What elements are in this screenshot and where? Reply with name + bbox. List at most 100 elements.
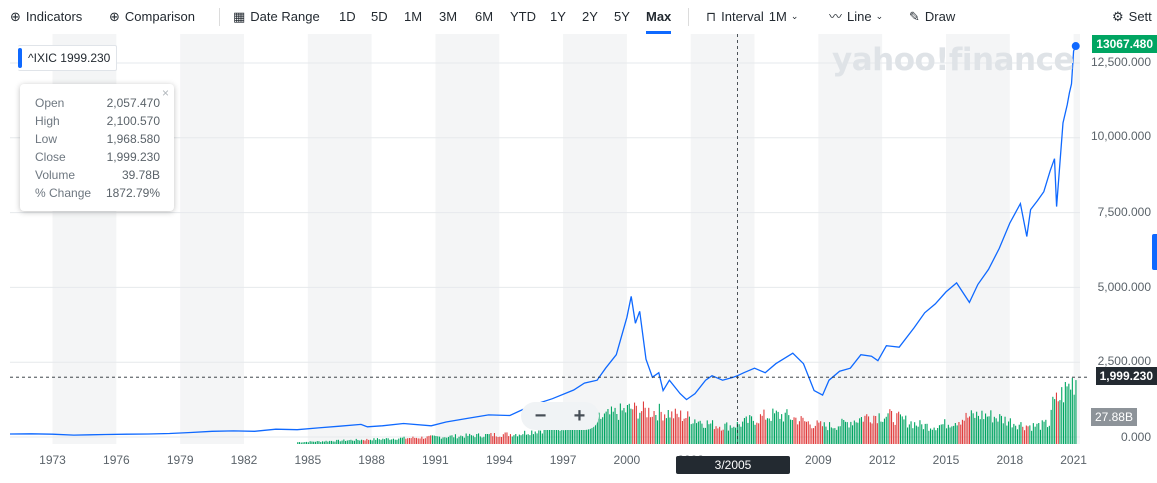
volume-bar [499, 436, 501, 444]
volume-bar [979, 419, 981, 444]
series-label[interactable]: ^IXIC 1999.230 [18, 45, 118, 71]
volume-bar [1047, 427, 1049, 444]
volume-bar [738, 424, 740, 444]
volume-bar [481, 437, 483, 444]
volume-bar [414, 437, 416, 444]
volume-bar [676, 413, 678, 444]
volume-bar [988, 416, 990, 444]
volume-bar [1008, 421, 1010, 444]
volume-bar [713, 429, 715, 444]
volume-bar [486, 434, 488, 444]
volume-bar [747, 422, 749, 444]
indicators-label: Indicators [25, 9, 83, 24]
volume-bar [359, 440, 361, 444]
volume-bar [1025, 425, 1027, 444]
volume-bar [756, 422, 758, 444]
volume-bar [440, 438, 442, 444]
volume-bar [852, 425, 854, 444]
zoom-out-button[interactable]: − [534, 404, 547, 427]
volume-bar [559, 430, 561, 444]
volume-bar [476, 434, 478, 444]
volume-bar [501, 437, 503, 444]
tooltip-label: % Change [35, 186, 92, 200]
range-6m[interactable]: 6M [475, 9, 494, 24]
range-2y[interactable]: 2Y [582, 9, 598, 24]
ohlc-tooltip: × Open 2,057.470 High 2,100.570 Low 1,968.5… [20, 84, 174, 211]
volume-bar [754, 424, 756, 444]
volume-bar [942, 424, 944, 444]
volume-bar [855, 422, 857, 444]
volume-bar [671, 411, 673, 444]
y-axis-label: 10,000.000 [1090, 129, 1151, 143]
volume-bar [357, 440, 359, 444]
range-1m[interactable]: 1M [404, 9, 423, 24]
volume-bar [766, 418, 768, 444]
zoom-in-button[interactable]: + [573, 404, 586, 427]
volume-bar [635, 405, 637, 444]
close-icon[interactable]: × [161, 86, 169, 100]
volume-bar [520, 435, 522, 444]
volume-bar [545, 429, 547, 444]
volume-bar [380, 439, 382, 444]
volume-bar [800, 416, 802, 444]
range-1y[interactable]: 1Y [550, 9, 566, 24]
volume-bar [316, 441, 318, 444]
volume-bar [1066, 386, 1068, 444]
volume-bar [720, 430, 722, 444]
volume-bar [400, 437, 402, 444]
chart-type-button[interactable]: 〰 Line ⌄ [829, 9, 883, 24]
volume-bar [907, 427, 909, 444]
volume-bar [933, 427, 935, 444]
settings-button[interactable]: ⚙ Sett [1112, 9, 1152, 24]
range-5y[interactable]: 5Y [614, 9, 630, 24]
volume-bar [974, 417, 976, 444]
volume-bar [712, 420, 714, 444]
tooltip-value: 2,057.470 [106, 96, 160, 110]
volume-bar [745, 416, 747, 444]
toolbar-divider [688, 8, 689, 26]
volume-bar [442, 437, 444, 444]
volume-bar [1032, 423, 1034, 444]
volume-bar [341, 440, 343, 444]
volume-bar [1022, 426, 1024, 444]
volume-bar [364, 440, 366, 444]
range-ytd[interactable]: YTD [510, 9, 536, 24]
draw-button[interactable]: ✎ Draw [909, 9, 955, 24]
volume-bar [777, 411, 779, 444]
volume-bar [992, 422, 994, 444]
interval-button[interactable]: ⊓ Interval 1M ⌄ [706, 9, 798, 24]
volume-bar [657, 420, 659, 444]
volume-bar [318, 441, 320, 444]
volume-bar [348, 440, 350, 444]
volume-bar [534, 431, 536, 444]
date-range-label: Date Range [250, 9, 320, 24]
volume-bar [453, 437, 455, 444]
volume-bar [605, 411, 607, 444]
date-range-button[interactable]: ▦ Date Range [233, 9, 320, 24]
range-3m[interactable]: 3M [439, 9, 458, 24]
comparison-label: Comparison [124, 9, 195, 24]
volume-bar [649, 417, 651, 444]
volume-bar [575, 425, 577, 444]
volume-bar [740, 426, 742, 444]
comparison-button[interactable]: ⊕ Comparison [109, 9, 195, 24]
side-panel-tab[interactable] [1152, 234, 1157, 270]
y-axis-label: 7,500.000 [1097, 205, 1151, 219]
range-5d[interactable]: 5D [371, 9, 388, 24]
volume-bar [582, 423, 584, 444]
volume-bar [946, 428, 948, 444]
volume-bar [398, 438, 400, 444]
volume-bar [804, 421, 806, 444]
volume-bar [1052, 396, 1054, 444]
range-max[interactable]: Max [646, 0, 672, 34]
range-1d[interactable]: 1D [339, 9, 356, 24]
volume-bar [958, 422, 960, 444]
volume-bar [306, 441, 308, 444]
indicators-button[interactable]: ⊕ Indicators [10, 9, 82, 24]
volume-bar [917, 426, 919, 444]
volume-bar [658, 403, 660, 444]
volume-bar [580, 422, 582, 444]
volume-bar [915, 425, 917, 444]
volume-bar [524, 430, 526, 444]
volume-bar [506, 432, 508, 444]
